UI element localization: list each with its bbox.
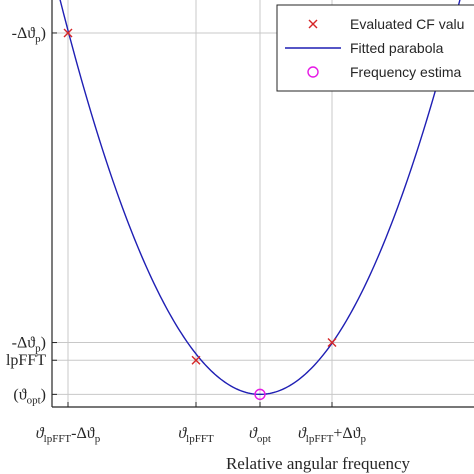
- axes: [51, 0, 474, 408]
- x-tick-labels: ϑlpFFT-Δϑp ϑlpFFT ϑopt ϑlpFFT+Δϑp: [36, 425, 367, 445]
- plot-area: [59, 0, 461, 396]
- cf-value-marker-stroke: [63, 28, 73, 38]
- cf-value-marker-stroke: [327, 338, 337, 348]
- legend-label: Fitted parabola: [350, 40, 444, 56]
- legend-label: Evaluated CF valu: [350, 16, 464, 32]
- frequency-estimate-point: [254, 388, 266, 401]
- legend-x-marker: [308, 19, 318, 29]
- data-points: [63, 28, 337, 401]
- cf-value-point: [191, 355, 201, 365]
- cf-value-point: [63, 28, 73, 38]
- cf-value-point: [327, 338, 337, 348]
- x-axis-label: Relative angular frequency: [226, 454, 411, 473]
- y-tick-label: lpFFT: [6, 352, 46, 369]
- legend-circle-marker: [307, 66, 319, 78]
- x-tick-label: ϑlpFFT: [178, 425, 214, 445]
- x-tick-label: ϑlpFFT-Δϑp: [36, 425, 101, 445]
- y-tick-label: -Δϑp): [12, 335, 46, 355]
- y-tick-labels: -Δϑp)-Δϑp)lpFFT(ϑopt): [6, 25, 46, 406]
- x-tick-label: ϑlpFFT+Δϑp: [298, 425, 367, 445]
- cf-value-marker-stroke: [191, 355, 201, 365]
- y-tick-label: (ϑopt): [13, 386, 46, 406]
- fitted-parabola-line: [59, 0, 461, 396]
- legend-label: Frequency estima: [350, 64, 461, 80]
- x-tick-label: ϑopt: [249, 425, 271, 445]
- y-tick-label: -Δϑp): [12, 25, 46, 45]
- legend: Evaluated CF valu Fitted parabola Frequenc…: [276, 4, 474, 92]
